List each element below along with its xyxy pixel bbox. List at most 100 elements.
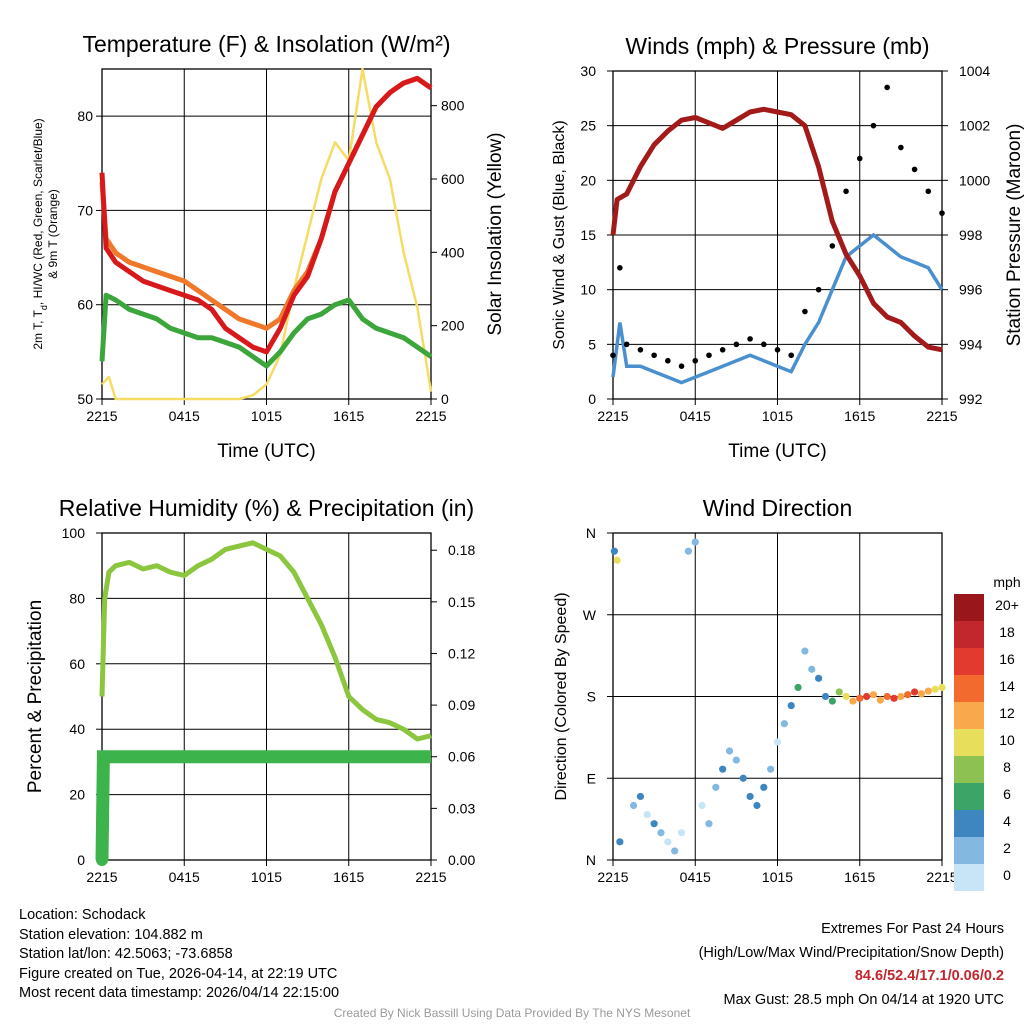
gust-point bbox=[665, 357, 671, 364]
direction-point bbox=[849, 697, 857, 705]
x-tick-label: 1015 bbox=[251, 869, 282, 885]
x-tick-label: 1615 bbox=[844, 869, 875, 885]
y2-tick-label: 0 bbox=[441, 391, 449, 407]
direction-point bbox=[691, 538, 699, 546]
direction-point bbox=[794, 683, 802, 692]
legend-swatch bbox=[954, 675, 984, 702]
y-tick-label: 0 bbox=[77, 852, 85, 868]
gust-point bbox=[884, 84, 890, 91]
legend-swatch bbox=[954, 810, 984, 837]
y2-tick-label: 200 bbox=[441, 318, 465, 334]
direction-point bbox=[698, 801, 706, 810]
direction-point bbox=[719, 765, 727, 773]
series-sonic-wind bbox=[611, 232, 944, 385]
gust-point bbox=[939, 210, 945, 216]
x-axis-label: Time (UTC) bbox=[217, 441, 316, 462]
y-axis-label-line2: & 9m T (Orange) bbox=[46, 189, 60, 279]
y2-tick-label: 998 bbox=[959, 227, 983, 243]
gust-point bbox=[774, 347, 781, 353]
x-tick-label: 1015 bbox=[251, 408, 282, 424]
direction-point bbox=[684, 547, 692, 555]
station-location: Location: Schodack bbox=[19, 907, 146, 923]
y-axis-label: Direction (Colored By Speed) bbox=[553, 592, 570, 800]
y2-tick-label: 800 bbox=[441, 98, 465, 114]
legend-label: 12 bbox=[999, 705, 1015, 721]
x-tick-label: 0415 bbox=[169, 869, 200, 885]
y-axis-label: 2m T, Td, HI/WC (Red, Green, Scarlet/Blu… bbox=[31, 118, 49, 349]
y2-axis-label: Solar Insolation (Yellow) bbox=[485, 132, 506, 335]
direction-point bbox=[773, 738, 782, 746]
direction-point bbox=[917, 690, 926, 698]
y-tick-label: 20 bbox=[580, 172, 596, 188]
panel-1: 2215 0415 1015 1615 2215 Temperature (F) & In… bbox=[31, 31, 506, 462]
y-tick-label: N bbox=[586, 525, 596, 541]
gust-point bbox=[692, 357, 699, 364]
y-tick-label: 30 bbox=[580, 63, 596, 79]
gust-point bbox=[802, 308, 808, 315]
legend-swatch bbox=[954, 783, 984, 810]
legend-label: 14 bbox=[999, 678, 1015, 694]
gust-point bbox=[843, 188, 849, 195]
legend-swatch bbox=[954, 621, 984, 648]
extremes-values: 84.6/52.4/17.1/0.06/0.2 bbox=[854, 968, 1004, 984]
legend-label: 8 bbox=[1003, 759, 1011, 775]
series-dewpoint bbox=[99, 292, 433, 369]
legend-label: 18 bbox=[999, 624, 1015, 640]
gust-point bbox=[788, 352, 795, 359]
y2-tick-label: 992 bbox=[959, 391, 983, 407]
y2-tick-label: 994 bbox=[959, 336, 983, 352]
gust-point bbox=[706, 352, 712, 359]
extremes-panel: Extremes For Past 24 Hours (High/Low/Max… bbox=[699, 918, 1004, 1012]
direction-point bbox=[821, 692, 830, 701]
x-tick-label: 2215 bbox=[86, 408, 117, 424]
x-tick-label: 1615 bbox=[333, 869, 364, 885]
gust-point bbox=[610, 352, 616, 359]
legend-swatch bbox=[954, 594, 984, 621]
direction-point bbox=[924, 687, 932, 695]
x-tick-label: 0415 bbox=[680, 408, 711, 424]
gust-point bbox=[829, 243, 836, 249]
y2-tick-label: 600 bbox=[441, 171, 465, 187]
direction-point bbox=[897, 692, 905, 701]
gust-point bbox=[617, 265, 623, 271]
legend-label: 20+ bbox=[995, 597, 1019, 613]
direction-point bbox=[780, 720, 788, 728]
recent-timestamp: Most recent data timestamp: 2026/04/14 2… bbox=[19, 985, 340, 1001]
y-axis-label: Sonic Wind & Gust (Blue, Black) bbox=[551, 120, 568, 349]
direction-point bbox=[650, 820, 658, 828]
legend-swatch bbox=[954, 729, 984, 756]
figure-created: Figure created on Tue, 2026-04-14, at 22… bbox=[19, 965, 338, 982]
panel-3: 2215 0415 1015 1615 2215 Relative Humidity (%… bbox=[25, 495, 475, 885]
y2-tick-label: 1002 bbox=[959, 118, 990, 134]
y-tick-label: 60 bbox=[77, 297, 93, 313]
y-tick-label: 20 bbox=[69, 787, 85, 803]
y2-tick-label: 0.09 bbox=[448, 697, 475, 713]
x-tick-label: 0415 bbox=[169, 408, 200, 424]
y-tick-label: 100 bbox=[62, 525, 86, 541]
panel-4: 2215 0415 1015 1615 2215 Wind Direction N E S W N D… bbox=[553, 495, 1021, 891]
direction-point bbox=[657, 829, 665, 837]
chart-title: Relative Humidity (%) & Precipitation (i… bbox=[59, 495, 474, 521]
direction-point bbox=[863, 692, 871, 701]
direction-point bbox=[801, 647, 809, 655]
gust-point bbox=[733, 341, 740, 348]
gust-point bbox=[856, 155, 863, 162]
direction-point bbox=[890, 694, 898, 702]
direction-point bbox=[808, 665, 816, 673]
direction-point bbox=[664, 838, 672, 846]
direction-point bbox=[828, 697, 836, 705]
credit-line: Created By Nick Bassill Using Data Provi… bbox=[333, 1006, 691, 1020]
y2-tick-label: 0.06 bbox=[448, 749, 475, 765]
y-tick-label: 70 bbox=[77, 202, 93, 218]
gust-point bbox=[911, 166, 918, 173]
x-tick-label: 0415 bbox=[680, 869, 711, 885]
gust-point bbox=[623, 341, 630, 348]
y2-tick-label: 0.03 bbox=[448, 800, 475, 816]
legend-swatch bbox=[954, 756, 984, 783]
direction-point bbox=[883, 692, 891, 701]
direction-point bbox=[869, 691, 878, 699]
y-tick-label: 50 bbox=[77, 391, 93, 407]
y2-tick-label: 0.18 bbox=[448, 542, 475, 558]
y2-tick-label: 0.15 bbox=[448, 594, 475, 610]
